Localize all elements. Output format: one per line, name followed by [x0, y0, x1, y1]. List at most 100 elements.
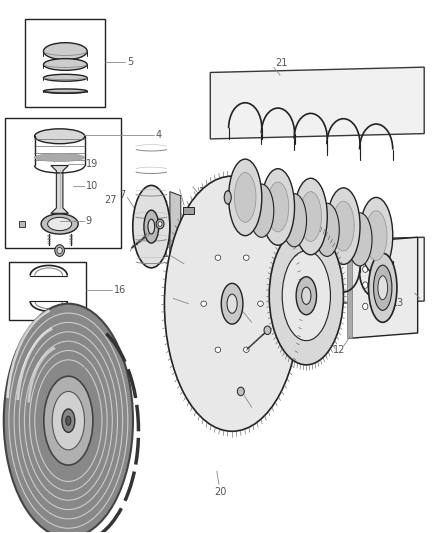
Ellipse shape [327, 188, 360, 264]
Ellipse shape [41, 214, 78, 234]
Ellipse shape [226, 290, 231, 295]
Ellipse shape [221, 284, 243, 324]
Polygon shape [210, 237, 424, 306]
Ellipse shape [269, 227, 343, 365]
Bar [347, 243, 352, 338]
Ellipse shape [4, 304, 133, 533]
Ellipse shape [229, 159, 262, 236]
Ellipse shape [43, 74, 87, 81]
Bar [5, 118, 121, 248]
Ellipse shape [237, 305, 241, 309]
Text: 1: 1 [162, 249, 169, 259]
Ellipse shape [374, 265, 392, 310]
Text: 3: 3 [298, 324, 304, 334]
Ellipse shape [224, 191, 231, 204]
Text: 10: 10 [86, 181, 98, 191]
Ellipse shape [35, 154, 85, 161]
Ellipse shape [302, 287, 311, 304]
Ellipse shape [237, 387, 244, 395]
Text: 19: 19 [86, 159, 98, 169]
Text: 11: 11 [26, 337, 38, 347]
Text: 4: 4 [155, 130, 162, 140]
Ellipse shape [315, 203, 339, 256]
Ellipse shape [363, 303, 368, 310]
Polygon shape [51, 165, 68, 213]
Ellipse shape [215, 255, 221, 260]
Ellipse shape [296, 277, 317, 315]
Ellipse shape [52, 391, 85, 450]
Ellipse shape [348, 213, 372, 266]
Text: 20: 20 [215, 487, 227, 497]
Text: 14: 14 [263, 368, 275, 378]
Ellipse shape [258, 301, 263, 306]
Ellipse shape [43, 43, 87, 60]
Ellipse shape [215, 347, 221, 352]
Ellipse shape [368, 253, 397, 322]
Ellipse shape [249, 184, 274, 237]
Ellipse shape [55, 245, 64, 256]
Polygon shape [350, 237, 418, 338]
Text: 21: 21 [275, 59, 287, 68]
Ellipse shape [360, 197, 393, 274]
Text: 12: 12 [333, 345, 346, 355]
Ellipse shape [236, 295, 240, 300]
Ellipse shape [363, 282, 368, 288]
Bar [183, 207, 194, 214]
Ellipse shape [233, 313, 238, 317]
Text: 13: 13 [392, 297, 404, 308]
Text: 2: 2 [292, 239, 299, 248]
Ellipse shape [234, 173, 256, 222]
Ellipse shape [244, 347, 249, 352]
Ellipse shape [57, 247, 62, 254]
Text: 21: 21 [346, 208, 359, 218]
Ellipse shape [282, 251, 330, 341]
Ellipse shape [378, 276, 388, 300]
Ellipse shape [264, 326, 271, 335]
Ellipse shape [300, 192, 321, 241]
Ellipse shape [48, 217, 72, 231]
Polygon shape [170, 191, 181, 262]
Ellipse shape [267, 182, 289, 232]
Ellipse shape [133, 185, 170, 268]
Ellipse shape [66, 416, 71, 425]
Polygon shape [210, 67, 424, 139]
Text: 7: 7 [119, 190, 125, 200]
Ellipse shape [228, 314, 233, 318]
Ellipse shape [44, 376, 93, 465]
Ellipse shape [232, 289, 236, 293]
Ellipse shape [43, 59, 87, 70]
Text: 30: 30 [87, 358, 99, 368]
Ellipse shape [35, 129, 85, 144]
Ellipse shape [156, 219, 164, 229]
Text: 31: 31 [266, 328, 279, 338]
Polygon shape [19, 221, 25, 227]
Ellipse shape [201, 301, 207, 306]
Ellipse shape [62, 409, 75, 432]
Text: 18: 18 [199, 187, 212, 197]
Text: 16: 16 [114, 286, 127, 295]
Text: 8: 8 [152, 188, 159, 198]
Ellipse shape [144, 210, 159, 243]
Ellipse shape [282, 193, 307, 247]
Text: 28: 28 [247, 406, 260, 416]
Ellipse shape [294, 178, 327, 255]
Ellipse shape [363, 247, 368, 254]
Ellipse shape [158, 222, 162, 227]
Ellipse shape [244, 255, 249, 260]
Ellipse shape [223, 298, 228, 303]
Text: 8: 8 [161, 200, 167, 211]
Ellipse shape [43, 89, 87, 93]
Ellipse shape [363, 266, 368, 272]
Bar [10, 262, 86, 320]
Ellipse shape [148, 219, 155, 234]
Ellipse shape [164, 176, 300, 431]
Bar [25, 19, 106, 107]
Ellipse shape [365, 211, 387, 261]
Ellipse shape [332, 201, 354, 251]
Ellipse shape [224, 308, 228, 312]
Text: 9: 9 [86, 216, 92, 227]
Ellipse shape [227, 294, 237, 313]
Text: 5: 5 [127, 57, 134, 67]
Ellipse shape [261, 168, 294, 245]
Text: 6: 6 [165, 292, 171, 302]
